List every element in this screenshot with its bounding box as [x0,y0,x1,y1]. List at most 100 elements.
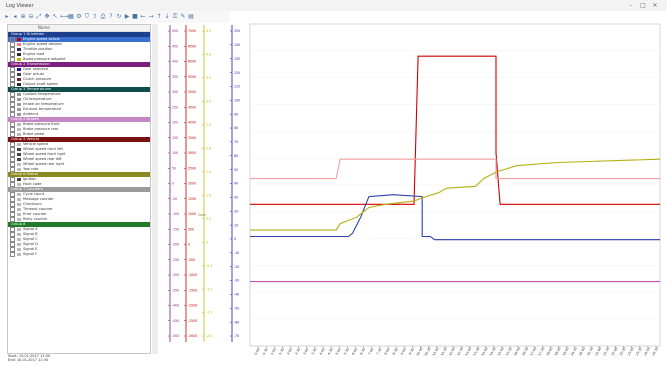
chart-icon[interactable]: ▤ [188,13,194,20]
checkbox[interactable] [10,132,15,137]
group-header[interactable]: Group 2 Transmission [8,62,150,67]
checkbox[interactable] [10,67,15,72]
signal-row[interactable]: Wheel speed rear right [8,162,150,167]
close-icon[interactable]: ✕ [652,2,658,9]
refresh-icon[interactable]: ↻ [116,13,122,20]
signal-row[interactable]: Wheel speed front right [8,152,150,157]
signal-row[interactable]: Engine load [8,52,150,57]
fit-icon[interactable]: ⤢ [36,13,42,20]
plot-area[interactable]: 500 450 400 350 300 250 200 150 100 50 0 -50 -100 -15… [160,20,662,360]
checkbox[interactable] [10,112,15,117]
print-icon[interactable]: ⎙ [100,13,106,20]
signal-row[interactable]: Wheel speed rear left [8,157,150,162]
zoom-out-icon[interactable]: ⊖ [28,13,34,20]
signal-row[interactable]: Timeout counter [8,207,150,212]
arrow-down-icon[interactable]: ↓ [164,13,170,20]
signal-row[interactable]: Intake air temperature [8,102,150,107]
checkbox[interactable] [10,77,15,82]
checkbox[interactable] [10,97,15,102]
signal-row[interactable]: Yaw rate [8,167,150,172]
export-icon[interactable]: ⇪ [92,13,98,20]
checkbox[interactable] [10,237,15,242]
signal-row[interactable]: Boost pressure setpoint [8,57,150,62]
signal-row[interactable]: Signal C [8,237,150,242]
maximize-icon[interactable]: □ [640,2,646,9]
group-header[interactable]: Group 6 Status [8,172,150,177]
pan-icon[interactable]: ✥ [44,13,50,20]
group-header[interactable]: Group 5 Vehicle [8,137,150,142]
checkbox[interactable] [10,212,15,217]
splitter[interactable] [152,24,158,354]
checkbox[interactable] [10,232,15,237]
signal-row[interactable]: Engine speed actual [8,37,150,42]
group-header[interactable]: Group 4 Brakes [8,117,150,122]
plot-svg[interactable]: 500450400350300250200150100500-50-100-15… [160,20,662,360]
signal-row[interactable]: Ambient [8,112,150,117]
checkbox[interactable] [10,207,15,212]
signal-row[interactable]: Brake pedal [8,132,150,137]
signal-row[interactable]: Gear actual [8,72,150,77]
checkbox[interactable] [10,202,15,207]
signal-row[interactable]: Signal B [8,232,150,237]
signal-row[interactable]: Output shaft speed [8,82,150,87]
checkbox[interactable] [10,127,15,132]
checkbox[interactable] [10,182,15,187]
checkbox[interactable] [10,122,15,127]
checkbox[interactable] [10,42,15,47]
minimize-icon[interactable]: – [629,2,633,9]
lock-icon[interactable]: ⚿ [172,13,178,20]
checkbox[interactable] [10,102,15,107]
signal-row[interactable]: Brake pressure front [8,122,150,127]
arrow-up-icon[interactable]: ↑ [156,13,162,20]
signal-row[interactable]: Wheel speed front left [8,147,150,152]
checkbox[interactable] [10,157,15,162]
checkbox[interactable] [10,47,15,52]
checkbox[interactable] [10,107,15,112]
open-icon[interactable]: ▸ [5,13,9,20]
column-header[interactable]: Name [8,25,150,32]
signal-row[interactable]: Signal E [8,247,150,252]
help-icon[interactable]: ? [109,13,113,20]
stop-icon[interactable]: ■ [132,13,138,20]
signal-row[interactable]: Oil temperature [8,97,150,102]
signal-row[interactable]: Ignition [8,177,150,182]
signal-row[interactable]: Fault code [8,182,150,187]
signal-row[interactable]: Signal F [8,252,150,257]
checkbox[interactable] [10,197,15,202]
checkbox[interactable] [10,192,15,197]
signal-row[interactable]: Error counter [8,212,150,217]
grid-icon[interactable]: ▦ [68,13,74,20]
checkbox[interactable] [10,242,15,247]
signal-row[interactable]: Cycle count [8,192,150,197]
signal-row[interactable]: Signal D [8,242,150,247]
checkbox[interactable] [10,147,15,152]
checkbox[interactable] [10,57,15,62]
group-header[interactable]: Group 8 [8,222,150,227]
checkbox[interactable] [10,92,15,97]
signal-row[interactable]: Exhaust temperature [8,107,150,112]
signal-row[interactable]: Gear selected [8,67,150,72]
signal-row[interactable]: Clutch pressure [8,77,150,82]
checkbox[interactable] [10,162,15,167]
group-header[interactable]: Group 7 Counters [8,187,150,192]
marker-icon[interactable]: ✎ [180,13,186,20]
checkbox[interactable] [10,217,15,222]
checkbox[interactable] [10,52,15,57]
filter-icon[interactable]: ⛉ [84,13,90,20]
checkbox[interactable] [10,227,15,232]
checkbox[interactable] [10,72,15,77]
checkbox[interactable] [10,177,15,182]
signal-row[interactable]: Retry counter [8,217,150,222]
cursor-icon[interactable]: ↖ [52,13,58,20]
play-icon[interactable]: ▶ [124,13,130,20]
signal-row[interactable]: Signal A [8,227,150,232]
checkbox[interactable] [10,82,15,87]
settings-icon[interactable]: ⚙ [76,13,82,20]
checkbox[interactable] [10,167,15,172]
checkbox[interactable] [10,152,15,157]
signal-row[interactable]: Message counter [8,197,150,202]
checkbox[interactable] [10,247,15,252]
group-header[interactable]: Group 3 Temperatures [8,87,150,92]
group-header[interactable]: Group 1 Drivetrain [8,32,150,37]
checkbox[interactable] [10,252,15,257]
